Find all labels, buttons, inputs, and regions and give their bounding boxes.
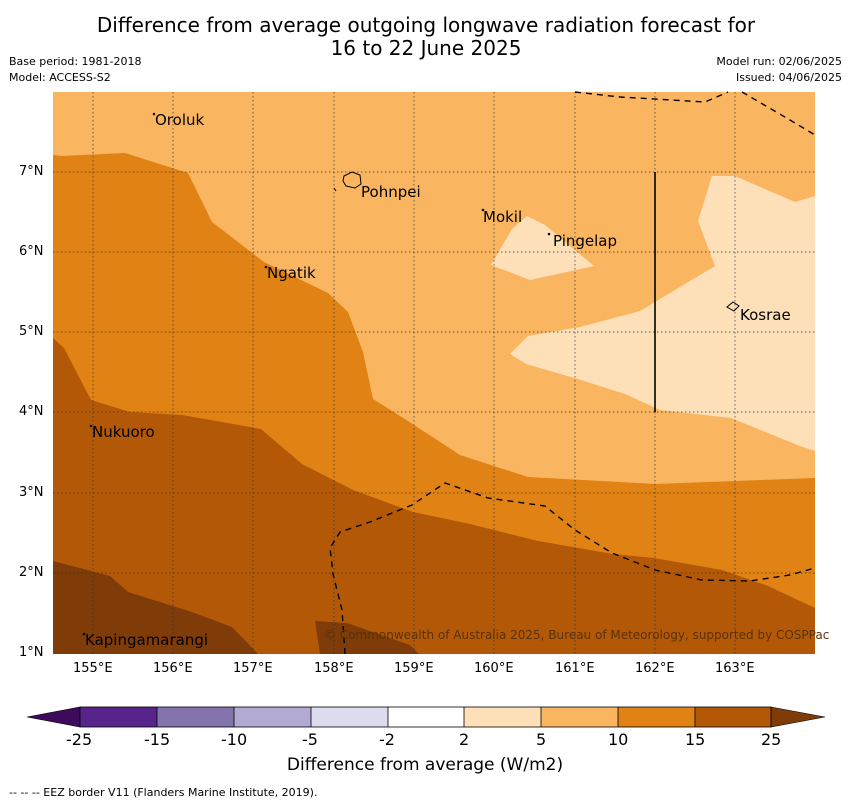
map-contours xyxy=(53,92,815,654)
issued-date: Issued: 04/06/2025 xyxy=(735,71,842,84)
eez-border xyxy=(329,91,816,655)
colorbar-tick: -25 xyxy=(66,730,93,749)
lat-label: 1°N xyxy=(19,645,44,660)
title-line-1: Difference from average outgoing longwav… xyxy=(96,13,756,37)
eez-legend-note: -- -- -- EEZ border V11 (Flanders Marine… xyxy=(9,786,318,799)
place-label-nukuoro: Nukuoro xyxy=(92,423,155,441)
place-label-kapingamarangi: Kapingamarangi xyxy=(85,631,209,649)
place-label-pingelap: Pingelap xyxy=(553,232,618,250)
lat-label: 5°N xyxy=(19,324,44,339)
place-label-kosrae: Kosrae xyxy=(740,306,791,324)
colorbar-tick: 25 xyxy=(761,730,782,749)
colorbar-label: Difference from average (W/m2) xyxy=(286,755,564,775)
lat-label: 3°N xyxy=(19,485,44,500)
meta-left: Base period: 1981-2018 Model: ACCESS-S2 xyxy=(9,54,141,86)
copyright-notice: © Commonwealth of Australia 2025, Bureau… xyxy=(324,628,830,642)
lon-label: 155°E xyxy=(73,661,113,676)
colorbar-min-arrow xyxy=(26,706,81,728)
kapinga-islet xyxy=(82,632,86,636)
contour-2-5-pingelap xyxy=(491,216,594,280)
lat-label: 2°N xyxy=(19,565,44,580)
colorbar-bin-1 xyxy=(80,707,157,727)
lon-label: 161°E xyxy=(555,661,595,676)
colorbar-tick: 15 xyxy=(685,730,706,749)
islet-mark xyxy=(333,187,337,192)
colorbar-tick: -2 xyxy=(379,730,395,749)
lon-label: 158°E xyxy=(314,661,354,676)
graticule xyxy=(53,92,815,654)
lat-label: 4°N xyxy=(19,404,44,419)
colorbar-bin-6 xyxy=(464,707,541,727)
title-line-2: 16 to 22 June 2025 xyxy=(330,36,522,60)
model-run: Model run: 02/06/2025 xyxy=(716,55,842,68)
oroluk-islet xyxy=(152,112,156,116)
colorbar-bin-5 xyxy=(388,707,464,727)
place-label-pohnpei: Pohnpei xyxy=(361,183,421,201)
islands xyxy=(82,112,740,636)
colorbar-bin-3 xyxy=(234,707,311,727)
place-label-oroluk: Oroluk xyxy=(155,111,205,129)
lon-label: 163°E xyxy=(715,661,755,676)
colorbar-bin-8 xyxy=(618,707,695,727)
contour-2-5-kosrae xyxy=(510,176,815,451)
lon-label: 162°E xyxy=(635,661,675,676)
nukuoro-islet xyxy=(89,424,93,428)
colorbar-tick: -15 xyxy=(144,730,171,749)
lon-label: 157°E xyxy=(233,661,273,676)
colorbar-tick: 2 xyxy=(459,730,470,749)
colorbar xyxy=(26,706,826,728)
colorbar-tick: -10 xyxy=(221,730,248,749)
mokil-islet xyxy=(481,208,485,212)
contour-gt-25-b xyxy=(315,621,419,654)
ngatik-islet xyxy=(264,265,268,269)
chart-title: Difference from average outgoing longwav… xyxy=(0,14,850,60)
colorbar-tick: 10 xyxy=(608,730,629,749)
place-label-ngatik: Ngatik xyxy=(267,264,316,282)
model-name: Model: ACCESS-S2 xyxy=(9,71,111,84)
base-period: Base period: 1981-2018 xyxy=(9,55,142,68)
lon-label: 160°E xyxy=(474,661,514,676)
colorbar-bin-7 xyxy=(541,707,618,727)
pohnpei-island xyxy=(342,171,362,189)
place-label-mokil: Mokil xyxy=(483,208,523,226)
lon-label: 156°E xyxy=(153,661,193,676)
lat-label: 7°N xyxy=(19,164,44,179)
colorbar-bin-4 xyxy=(311,707,388,727)
pingelap-islet xyxy=(547,232,551,236)
colorbar-bin-9 xyxy=(695,707,771,727)
colorbar-tick: 5 xyxy=(536,730,547,749)
contour-15-25 xyxy=(53,338,815,654)
contour-gt-25-a xyxy=(53,561,258,654)
colorbar-max-arrow xyxy=(770,706,826,728)
lat-label: 6°N xyxy=(19,244,44,259)
lon-label: 159°E xyxy=(394,661,434,676)
colorbar-tick: -5 xyxy=(302,730,318,749)
kosrae-island xyxy=(726,301,740,312)
meta-right: Model run: 02/06/2025 Issued: 04/06/2025 xyxy=(716,54,842,86)
colorbar-bin-2 xyxy=(157,707,234,727)
contour-10-15-right xyxy=(655,478,815,522)
